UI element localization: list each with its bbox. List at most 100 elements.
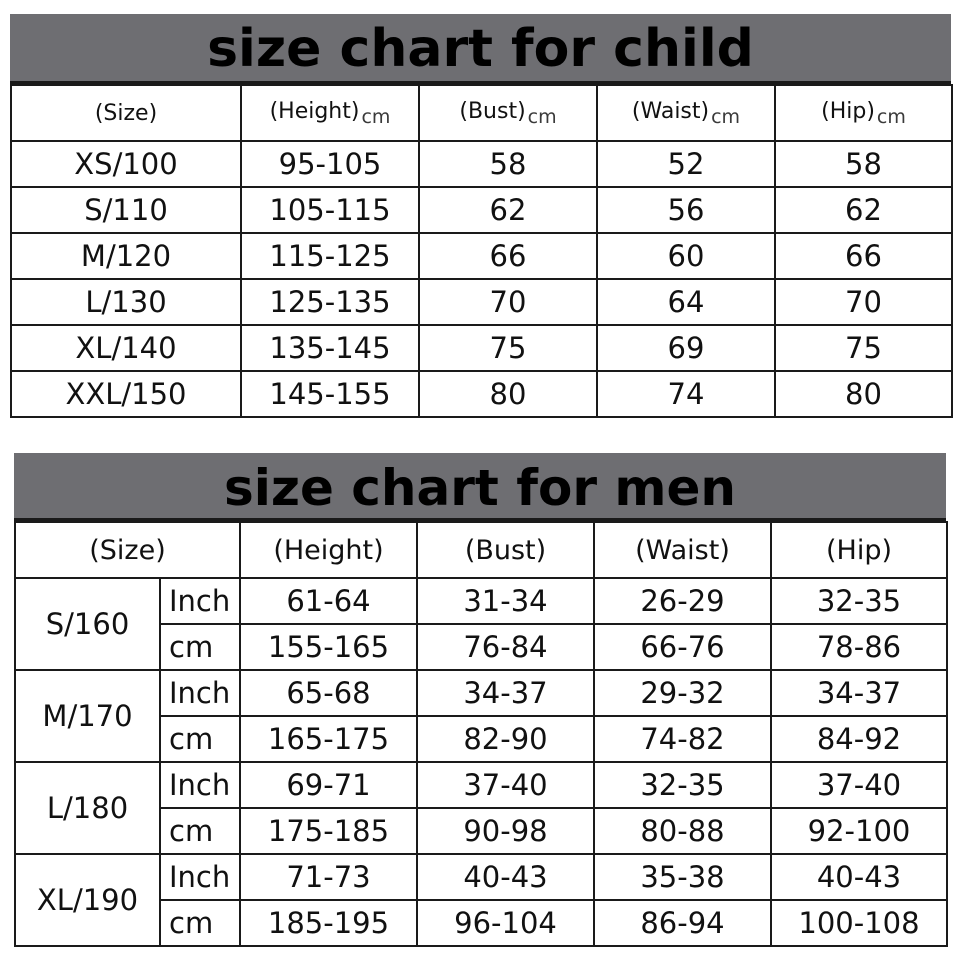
unit-label: cm — [876, 105, 906, 128]
table-row: XXL/150 145-155 80 74 80 — [10, 370, 953, 418]
men-size-table: (Size) (Height) (Bust) (Waist) (Hip) S/1… — [14, 521, 948, 947]
header-bust: (Bust) cm — [418, 84, 598, 142]
table-row: cm 175-185 90-98 80-88 92-100 — [15, 807, 948, 855]
waist-cell: 80-88 — [593, 807, 772, 855]
waist-cell: 56 — [596, 186, 776, 234]
unit-cell-cm: cm — [159, 623, 241, 671]
header-height: (Height) — [239, 521, 418, 579]
size-cell: M/120 — [10, 232, 242, 280]
bust-cell: 96-104 — [416, 899, 595, 947]
waist-cell: 52 — [596, 140, 776, 188]
bust-cell: 58 — [418, 140, 598, 188]
hip-cell: 40-43 — [770, 853, 948, 901]
table-row: cm 165-175 82-90 74-82 84-92 — [15, 715, 948, 763]
bust-cell: 34-37 — [416, 669, 595, 717]
size-cell: XS/100 — [10, 140, 242, 188]
men-header-row: (Size) (Height) (Bust) (Waist) (Hip) — [14, 521, 948, 579]
header-size: (Size) — [10, 84, 242, 142]
waist-cell: 66-76 — [593, 623, 772, 671]
unit-label: cm — [711, 105, 741, 128]
bust-cell: 90-98 — [416, 807, 595, 855]
table-row: cm 155-165 76-84 66-76 78-86 — [15, 623, 948, 671]
height-cell: 125-135 — [240, 278, 420, 326]
waist-cell: 29-32 — [593, 669, 772, 717]
height-cell: 71-73 — [239, 853, 418, 901]
height-cell: 175-185 — [239, 807, 418, 855]
unit-cell-inch: Inch — [159, 853, 241, 901]
size-cell: XL/140 — [10, 324, 242, 372]
unit-label: cm — [361, 105, 391, 128]
size-cell: M/170 — [14, 669, 161, 763]
unit-cell-cm: cm — [159, 715, 241, 763]
hip-cell: 34-37 — [770, 669, 948, 717]
height-cell: 165-175 — [239, 715, 418, 763]
hip-cell: 100-108 — [770, 899, 948, 947]
table-row: M/170 Inch 65-68 34-37 29-32 34-37 — [14, 669, 948, 763]
header-size: (Size) — [14, 521, 241, 579]
table-row: L/130 125-135 70 64 70 — [10, 278, 953, 326]
bust-cell: 76-84 — [416, 623, 595, 671]
bust-cell: 80 — [418, 370, 598, 418]
waist-cell: 60 — [596, 232, 776, 280]
hip-cell: 92-100 — [770, 807, 948, 855]
waist-cell: 64 — [596, 278, 776, 326]
waist-cell: 69 — [596, 324, 776, 372]
hip-cell: 75 — [774, 324, 953, 372]
size-cell: S/110 — [10, 186, 242, 234]
height-cell: 69-71 — [239, 761, 418, 809]
men-size-chart: size chart for men (Size) (Height) (Bust… — [14, 453, 948, 947]
child-header-row: (Size) (Height) cm (Bust) cm (Waist) cm (Hi… — [10, 84, 953, 142]
size-cell: L/130 — [10, 278, 242, 326]
child-size-table: (Size) (Height) cm (Bust) cm (Waist) cm (Hi… — [10, 84, 953, 418]
unit-cell-inch: Inch — [159, 761, 241, 809]
hip-cell: 58 — [774, 140, 953, 188]
hip-cell: 78-86 — [770, 623, 948, 671]
bust-cell: 82-90 — [416, 715, 595, 763]
unit-cell-cm: cm — [159, 899, 241, 947]
height-cell: 61-64 — [239, 577, 418, 625]
height-cell: 115-125 — [240, 232, 420, 280]
hip-cell: 80 — [774, 370, 953, 418]
header-hip: (Hip) cm — [774, 84, 953, 142]
table-row: M/120 115-125 66 60 66 — [10, 232, 953, 280]
unit-cell-inch: Inch — [159, 669, 241, 717]
table-row: XL/190 Inch 71-73 40-43 35-38 40-43 — [14, 853, 948, 947]
header-waist: (Waist) — [593, 521, 772, 579]
unit-label: cm — [527, 105, 557, 128]
header-height: (Height) cm — [240, 84, 420, 142]
table-row: XL/140 135-145 75 69 75 — [10, 324, 953, 372]
unit-cell-inch: Inch — [159, 577, 241, 625]
table-row: L/180 Inch 69-71 37-40 32-35 37-40 — [14, 761, 948, 855]
height-cell: 145-155 — [240, 370, 420, 418]
waist-cell: 86-94 — [593, 899, 772, 947]
header-bust: (Bust) — [416, 521, 595, 579]
height-cell: 95-105 — [240, 140, 420, 188]
hip-cell: 62 — [774, 186, 953, 234]
bust-cell: 40-43 — [416, 853, 595, 901]
waist-cell: 35-38 — [593, 853, 772, 901]
men-chart-title: size chart for men — [14, 453, 946, 521]
header-hip: (Hip) — [770, 521, 948, 579]
height-cell: 65-68 — [239, 669, 418, 717]
bust-cell: 31-34 — [416, 577, 595, 625]
height-cell: 155-165 — [239, 623, 418, 671]
size-cell: L/180 — [14, 761, 161, 855]
child-chart-title: size chart for child — [10, 14, 951, 84]
waist-cell: 74 — [596, 370, 776, 418]
height-cell: 185-195 — [239, 899, 418, 947]
child-size-chart: size chart for child (Size) (Height) cm (… — [10, 14, 953, 418]
bust-cell: 66 — [418, 232, 598, 280]
table-row: S/160 Inch 61-64 31-34 26-29 32-35 — [14, 577, 948, 671]
size-cell: XL/190 — [14, 853, 161, 947]
height-cell: 135-145 — [240, 324, 420, 372]
waist-cell: 26-29 — [593, 577, 772, 625]
hip-cell: 66 — [774, 232, 953, 280]
waist-cell: 32-35 — [593, 761, 772, 809]
bust-cell: 70 — [418, 278, 598, 326]
bust-cell: 75 — [418, 324, 598, 372]
waist-cell: 74-82 — [593, 715, 772, 763]
hip-cell: 37-40 — [770, 761, 948, 809]
hip-cell: 70 — [774, 278, 953, 326]
table-row: XS/100 95-105 58 52 58 — [10, 140, 953, 188]
header-waist: (Waist) cm — [596, 84, 776, 142]
